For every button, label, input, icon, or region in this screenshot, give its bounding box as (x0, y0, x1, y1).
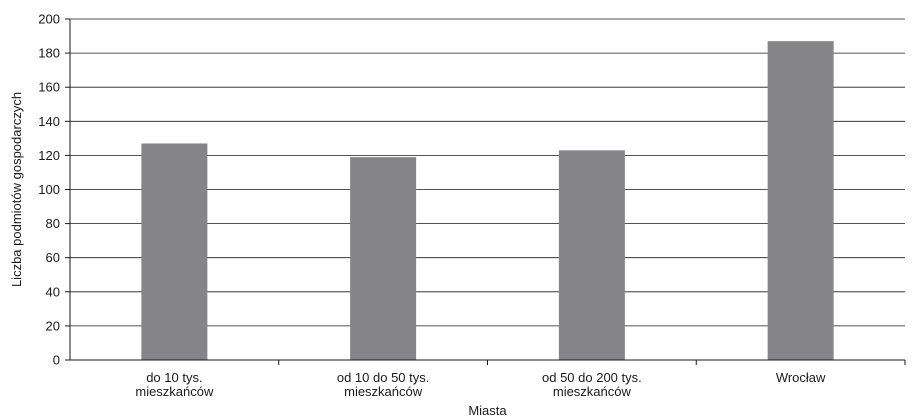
x-category-label: mieszkańców (553, 384, 632, 399)
bars (141, 41, 834, 360)
y-tick-label: 140 (38, 114, 60, 129)
y-tick-label: 40 (46, 284, 60, 299)
y-tick-label: 0 (53, 353, 60, 368)
x-category-label: mieszkańców (135, 384, 214, 399)
bar (558, 150, 625, 360)
x-category-label: mieszkańców (344, 384, 423, 399)
y-tick-labels: 0 20 40 60 80 100 120 140 160 180 200 (38, 12, 70, 368)
y-tick-label: 200 (38, 12, 60, 27)
x-category-label: do 10 tys. (146, 370, 202, 385)
x-axis-title: Miasta (468, 403, 507, 418)
bar (141, 143, 208, 360)
y-tick-label: 80 (46, 216, 60, 231)
grid-lines (70, 18, 905, 327)
bar (767, 41, 834, 360)
x-category-label: od 10 do 50 tys. (337, 370, 430, 385)
y-tick-label: 20 (46, 318, 60, 333)
y-tick-label: 120 (38, 148, 60, 163)
y-axis-title: Liczba podmiotów gospodarczych (9, 92, 24, 287)
y-tick-label: 100 (38, 182, 60, 197)
y-tick-label: 180 (38, 46, 60, 61)
y-tick-label: 160 (38, 80, 60, 95)
bar (350, 157, 417, 360)
y-tick-label: 60 (46, 250, 60, 265)
x-category-label: Wrocław (776, 370, 826, 385)
x-category-label: od 50 do 200 tys. (542, 370, 642, 385)
